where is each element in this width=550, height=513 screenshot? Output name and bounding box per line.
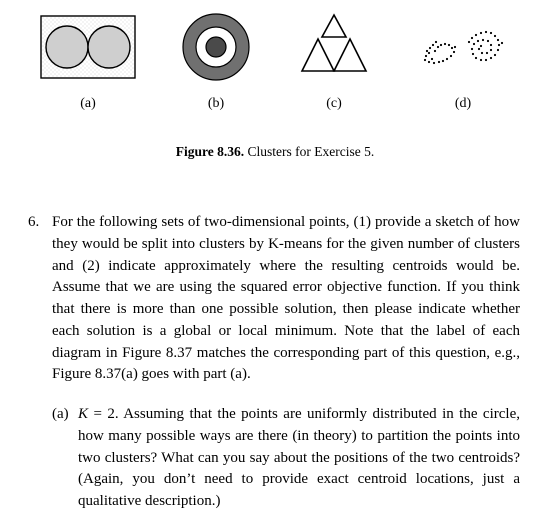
question-body: For the following sets of two-dimensiona…	[52, 212, 520, 386]
figure-panel-d: (d)	[416, 12, 510, 112]
question-row: 6. For the following sets of two-dimensi…	[28, 212, 520, 386]
question-number: 6.	[28, 212, 52, 234]
panel-c-label: (c)	[326, 96, 342, 112]
panel-a-label: (a)	[80, 96, 96, 112]
caption-rest: Clusters for Exercise 5.	[244, 144, 374, 159]
figure-panel-a: (a)	[40, 12, 136, 112]
question-block: 6. For the following sets of two-dimensi…	[0, 212, 550, 513]
panel-d-label: (d)	[455, 96, 471, 112]
subquestion-body: K = 2. Assuming that the points are unif…	[78, 404, 520, 513]
panel-b-graphic	[180, 12, 252, 82]
figure-panel-c: (c)	[296, 12, 372, 112]
panel-a-graphic	[40, 12, 136, 82]
figure-caption: Figure 8.36. Clusters for Exercise 5.	[0, 144, 550, 160]
panel-b-label: (b)	[208, 96, 224, 112]
panel-d-graphic	[416, 12, 510, 82]
panel-c-graphic	[296, 12, 372, 82]
caption-bold: Figure 8.36.	[176, 144, 244, 159]
k-variable: K	[78, 406, 88, 422]
subquestion-row: (a) K = 2. Assuming that the points are …	[28, 404, 520, 513]
subquestion-text: = 2. Assuming that the points are unifor…	[78, 406, 520, 509]
figure-row: (a) (b) (c)	[0, 0, 550, 116]
subquestion-label: (a)	[52, 404, 78, 426]
figure-panel-b: (b)	[180, 12, 252, 112]
